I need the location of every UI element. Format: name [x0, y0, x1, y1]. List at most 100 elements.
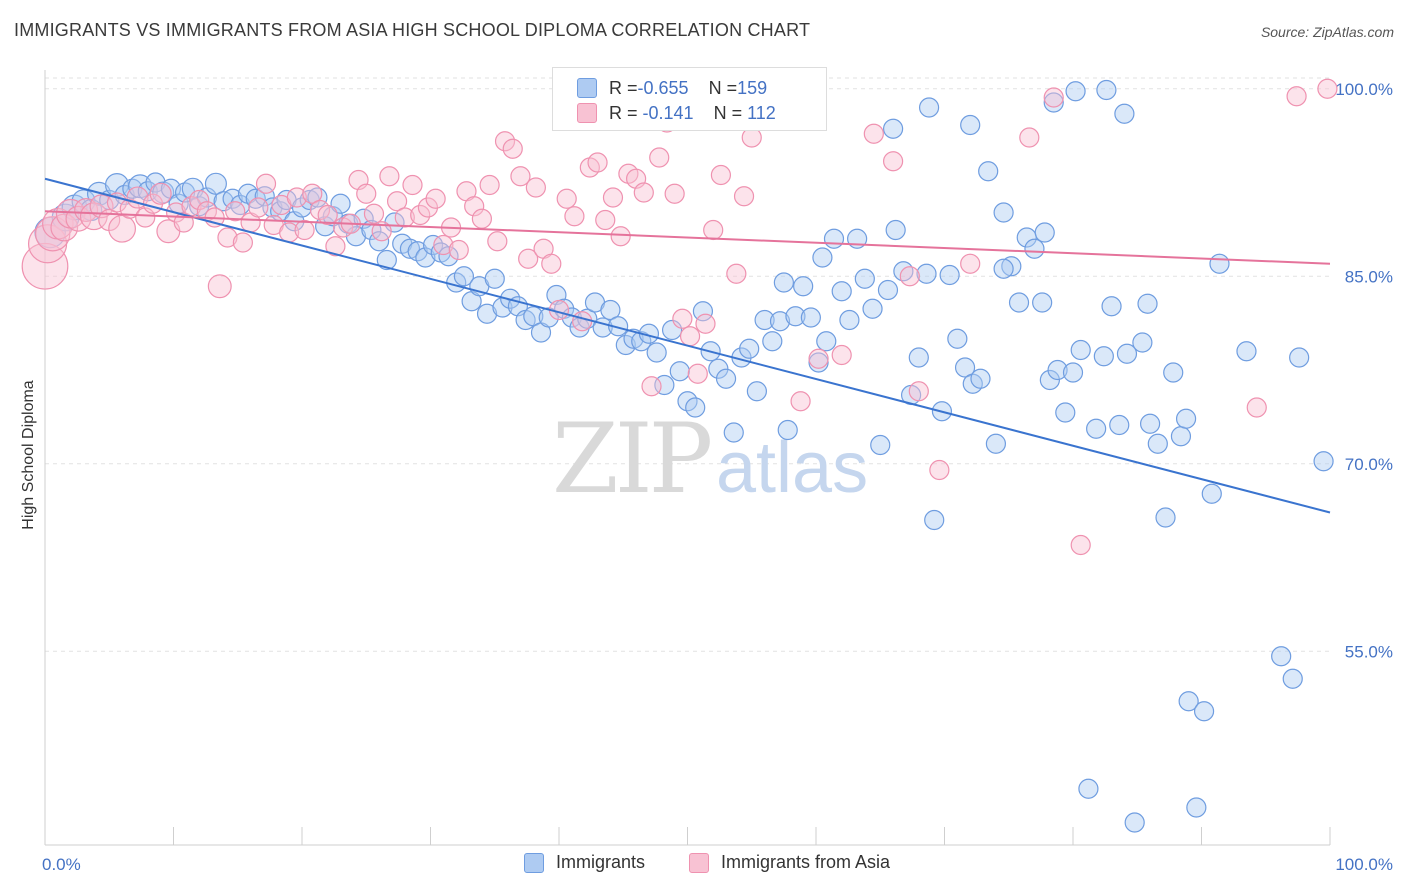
immigrants-point	[1114, 103, 1135, 124]
asia-point	[882, 151, 904, 172]
asia-point	[1286, 86, 1307, 107]
watermark-zip: ZIP	[552, 403, 711, 515]
asia-point	[649, 147, 670, 168]
asia-point	[149, 182, 172, 205]
bottom-legend-immigrants: Immigrants	[524, 852, 645, 873]
immigrants-point	[1313, 451, 1334, 472]
x-tick-label: 0.0%	[42, 855, 81, 874]
asia-point	[610, 226, 631, 247]
immigrants-point	[1024, 238, 1045, 259]
immigrants-point	[646, 342, 667, 363]
asia-point	[325, 236, 346, 257]
immigrants-point	[608, 316, 629, 337]
asia-point	[317, 204, 338, 226]
asia-point	[471, 208, 492, 229]
asia-point	[448, 239, 469, 261]
y-tick-label: 85.0%	[1345, 267, 1393, 286]
asia-point	[207, 274, 232, 299]
immigrants-point	[1289, 347, 1310, 368]
immigrants-point	[785, 306, 806, 327]
immigrants-point	[1078, 778, 1099, 799]
immigrants-point	[1147, 433, 1168, 454]
asia-point	[225, 201, 246, 222]
immigrants-point	[1175, 408, 1197, 429]
asia-point	[808, 348, 829, 369]
y-tick-labels: 100.0% 85.0% 70.0% 55.0%	[1335, 80, 1393, 662]
asia-point	[425, 188, 446, 209]
asia-point	[1317, 78, 1338, 99]
immigrants-point	[877, 279, 899, 301]
immigrants-point	[1236, 341, 1257, 362]
immigrants-point	[723, 422, 744, 443]
asia-point	[248, 197, 269, 218]
immigrants-point	[862, 298, 883, 319]
legend-n-label: N =	[708, 77, 738, 98]
asia-point	[108, 214, 136, 243]
asia-point	[494, 131, 516, 152]
immigrants-point	[1132, 332, 1153, 353]
asia-point	[710, 164, 732, 186]
immigrants-point	[908, 347, 929, 368]
immigrants-point	[476, 303, 498, 324]
immigrants-point	[854, 268, 875, 289]
immigrants-point	[1116, 343, 1138, 364]
asia-point	[695, 313, 716, 334]
immigrants-point	[773, 272, 794, 293]
asia-point	[119, 198, 140, 219]
immigrants-point	[1065, 81, 1086, 102]
immigrants-point	[376, 249, 397, 271]
immigrants-point	[882, 118, 904, 139]
immigrants-point	[1124, 812, 1145, 833]
asia-point	[587, 152, 608, 173]
immigrants-point	[1163, 362, 1184, 383]
immigrants-point	[1093, 346, 1114, 367]
immigrants-point	[1034, 222, 1055, 243]
legend-n-value: 159	[737, 77, 768, 98]
trend-line-asia	[44, 210, 1331, 265]
asia-point	[1070, 534, 1091, 556]
asia-point	[21, 242, 69, 290]
immigrants-point	[1055, 402, 1076, 423]
bottom-legend-label-immigrants: Immigrants	[556, 852, 646, 872]
asia-point	[50, 213, 79, 242]
asia-point	[960, 253, 981, 274]
asia-point	[641, 376, 662, 397]
immigrants-point	[754, 309, 775, 331]
asia-point	[908, 381, 929, 402]
immigrants-point	[399, 238, 421, 259]
immigrants-point	[1193, 701, 1215, 722]
immigrants-point	[839, 309, 860, 331]
immigrants-point	[204, 172, 227, 195]
chart-title: IMMIGRANTS VS IMMIGRANTS FROM ASIA HIGH …	[14, 20, 811, 40]
x-tick-labels: 0.0% 100.0%	[42, 855, 1393, 874]
immigrants-point	[831, 281, 852, 302]
immigrants-point	[631, 331, 652, 352]
asia-point	[126, 186, 149, 209]
immigrants-point	[812, 247, 833, 268]
asia-point	[464, 196, 485, 217]
immigrants-point	[1282, 668, 1303, 689]
immigrants-point	[1039, 369, 1060, 391]
asia-point	[217, 227, 238, 248]
immigrants-point	[954, 357, 976, 378]
asia-point	[232, 232, 253, 253]
immigrants-point	[916, 263, 937, 284]
legend-n-value: 112	[742, 102, 776, 123]
immigrants-point	[1139, 413, 1161, 434]
asia-point	[294, 219, 315, 241]
asia-point	[255, 173, 277, 194]
series-immigrants-from-asia	[21, 78, 1338, 556]
immigrants-point	[960, 114, 981, 136]
immigrants-point	[330, 193, 351, 214]
asia-point	[733, 186, 755, 207]
correlation-legend: R = -0.655 N = 159 R = -0.141 N = 112	[552, 67, 827, 131]
immigrants-point	[1096, 79, 1117, 101]
asia-point	[189, 189, 210, 211]
immigrants-point	[1032, 292, 1053, 313]
asia-point	[602, 187, 624, 208]
series-immigrants	[34, 79, 1334, 833]
asia-point	[726, 263, 747, 284]
legend-r-value: -0.655	[637, 77, 689, 98]
immigrants-point	[870, 434, 891, 456]
watermark-atlas: atlas	[716, 428, 868, 508]
